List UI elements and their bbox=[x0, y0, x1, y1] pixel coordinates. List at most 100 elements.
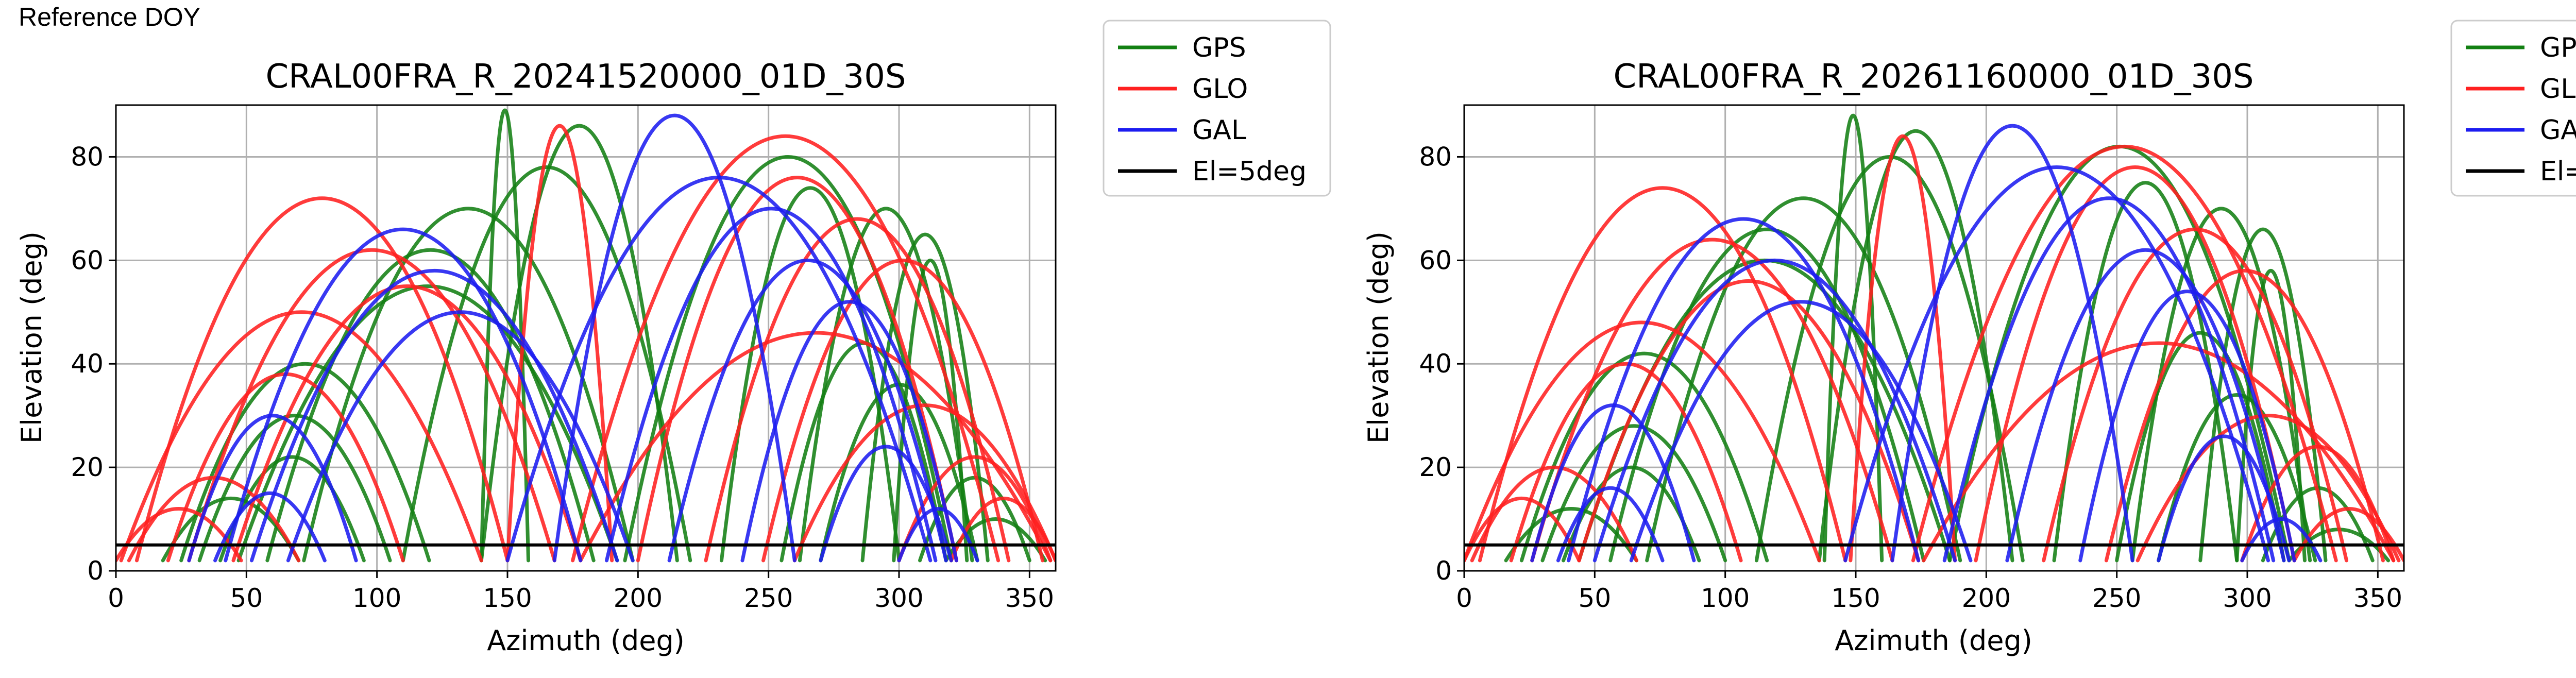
x-tick-label: 250 bbox=[2092, 583, 2141, 613]
arc-gal bbox=[2240, 517, 2323, 563]
y-tick-label: 0 bbox=[1435, 556, 1452, 586]
y-axis-label-left: Elevation (deg) bbox=[15, 231, 48, 444]
arc-gps bbox=[302, 207, 635, 563]
legend-label: El=5deg bbox=[1192, 156, 1307, 187]
x-tick-label: 200 bbox=[614, 583, 663, 613]
reference-doy-label: Reference DOY bbox=[19, 3, 200, 31]
legend-label: GLO bbox=[2540, 74, 2576, 105]
arc-glo bbox=[897, 455, 1053, 563]
y-tick-label: 20 bbox=[1419, 452, 1452, 482]
arc-glo bbox=[2104, 268, 2385, 563]
arc-gal bbox=[1530, 403, 1696, 563]
legend-box bbox=[2450, 20, 2576, 197]
x-tick-label: 200 bbox=[1962, 583, 2011, 613]
arc-gal bbox=[2157, 434, 2291, 563]
series-gal bbox=[1530, 124, 2323, 563]
arc-glo bbox=[761, 259, 1045, 563]
x-tick-label: 150 bbox=[483, 583, 532, 613]
arc-gps bbox=[2198, 227, 2328, 563]
axes-frame-left bbox=[115, 104, 1057, 572]
y-tick-label: 60 bbox=[1419, 245, 1452, 275]
arc-gal bbox=[1629, 300, 1973, 563]
arc-glo bbox=[1911, 144, 2338, 563]
arc-glo bbox=[571, 134, 1001, 563]
x-tick-label: 150 bbox=[1831, 583, 1880, 613]
arc-gal bbox=[897, 507, 979, 563]
y-tick-label: 0 bbox=[87, 556, 104, 586]
legend-box bbox=[1103, 20, 1331, 197]
arc-glo bbox=[1922, 341, 2396, 563]
arc-gal bbox=[249, 269, 619, 563]
arc-glo bbox=[127, 476, 301, 563]
y-tick-label: 80 bbox=[71, 142, 104, 172]
y-axis-label-right: Elevation (deg) bbox=[1362, 231, 1395, 444]
chart-panel-left: CRAL00FRA_R_20241520000_01D_30S Azimuth … bbox=[15, 20, 1331, 657]
y-tick-label: 80 bbox=[1419, 142, 1452, 172]
arc-glo bbox=[792, 403, 1056, 563]
arc-gps bbox=[479, 108, 531, 563]
arc-gps bbox=[2115, 331, 2286, 563]
arc-glo bbox=[2042, 227, 2349, 563]
x-tick-label: 100 bbox=[1701, 583, 1750, 613]
legend-label: El=5deg bbox=[2540, 156, 2576, 187]
series-glo bbox=[1464, 134, 2404, 563]
arc-gal bbox=[1592, 258, 1957, 563]
legend-right: GPS GLO GAL El=5deg bbox=[2450, 20, 2576, 197]
axes-frame-right bbox=[1463, 104, 2405, 572]
arc-gps bbox=[1817, 129, 2014, 563]
plot-area-left: 0 50 100 150 200 250 300 350 0 20 40 60 80 bbox=[71, 104, 1057, 613]
arc-gal bbox=[552, 113, 796, 563]
arc-gps bbox=[1645, 196, 1962, 563]
arc-gal bbox=[1567, 217, 1921, 563]
arc-glo bbox=[1509, 362, 1743, 563]
x-tick-label: 50 bbox=[1579, 583, 1612, 613]
arc-gps bbox=[1822, 113, 1884, 563]
arc-glo bbox=[2136, 414, 2401, 563]
arc-gal bbox=[1890, 124, 2134, 563]
x-axis-label-left: Azimuth (deg) bbox=[487, 624, 685, 657]
arc-glo bbox=[636, 176, 958, 563]
legend-label: GPS bbox=[2540, 32, 2576, 63]
x-tick-label: 300 bbox=[874, 583, 923, 613]
arc-glo bbox=[187, 248, 556, 563]
x-axis-label-right: Azimuth (deg) bbox=[1835, 624, 2032, 657]
series-gps bbox=[161, 108, 1047, 563]
arc-glo bbox=[579, 331, 1053, 563]
arc-glo bbox=[505, 124, 614, 563]
arc-gal bbox=[224, 227, 583, 563]
legend-label: GLO bbox=[1192, 74, 1248, 105]
arc-glo bbox=[135, 196, 510, 563]
x-tick-label: 100 bbox=[352, 583, 401, 613]
y-tick-label: 40 bbox=[71, 349, 104, 379]
arc-glo bbox=[1530, 238, 1894, 563]
arc-gal bbox=[1556, 486, 1665, 563]
y-tick-label: 40 bbox=[1419, 349, 1452, 379]
arc-gps bbox=[1504, 507, 1638, 563]
arc-gal bbox=[2005, 248, 2286, 563]
x-tick-label: 300 bbox=[2223, 583, 2272, 613]
arc-glo bbox=[119, 310, 483, 563]
arc-glo bbox=[704, 217, 1011, 563]
arc-gal bbox=[667, 259, 948, 563]
x-tick-label: 350 bbox=[1005, 583, 1054, 613]
arc-gps bbox=[819, 383, 979, 563]
arc-gps bbox=[401, 165, 692, 563]
arc-glo bbox=[1478, 186, 1848, 563]
arc-gps bbox=[179, 362, 431, 563]
legend-label: GAL bbox=[1192, 115, 1246, 146]
arc-gps bbox=[265, 248, 596, 563]
arc-gps bbox=[236, 284, 619, 563]
series-gal bbox=[187, 113, 979, 563]
x-tick-label: 350 bbox=[2353, 583, 2402, 613]
legend-left: GPS GLO GAL El=5deg bbox=[1103, 20, 1331, 197]
arc-gal bbox=[819, 445, 953, 563]
chart-panel-right: CRAL00FRA_R_20261160000_01D_30S Azimuth … bbox=[1362, 20, 2576, 657]
arc-gps bbox=[197, 414, 392, 563]
legend-label: GAL bbox=[2540, 115, 2576, 146]
arc-gal bbox=[286, 310, 635, 563]
arc-gal bbox=[1843, 165, 2270, 563]
arc-glo bbox=[1577, 279, 1921, 563]
chart-title-right: CRAL00FRA_R_20261160000_01D_30S bbox=[1613, 58, 2253, 96]
